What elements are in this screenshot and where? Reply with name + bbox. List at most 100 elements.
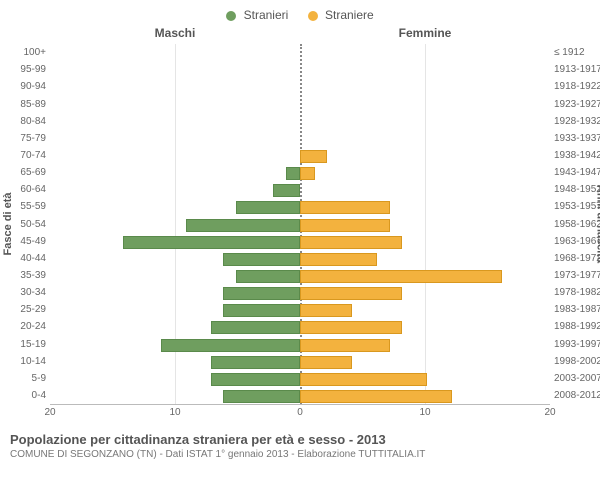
age-label: 50-54 (0, 218, 50, 231)
cohort-label: 1973-1977 (550, 269, 600, 282)
plot-area: Fasce di età Anni di nascita 100+≤ 19129… (50, 44, 550, 405)
pyramid-chart: Maschi Femmine Fasce di età Anni di nasc… (50, 26, 550, 426)
cohort-label: 1913-1917 (550, 63, 600, 76)
age-label: 30-34 (0, 286, 50, 299)
age-row: 80-841928-1932 (50, 115, 550, 128)
age-label: 15-19 (0, 338, 50, 351)
age-label: 90-94 (0, 80, 50, 93)
bar-female (300, 304, 352, 317)
cohort-label: 1963-1967 (550, 235, 600, 248)
legend-female: Straniere (308, 8, 374, 22)
cohort-label: 1988-1992 (550, 320, 600, 333)
age-label: 100+ (0, 46, 50, 59)
age-label: 85-89 (0, 98, 50, 111)
age-row: 60-641948-1952 (50, 183, 550, 196)
bar-male (223, 253, 300, 266)
age-row: 25-291983-1987 (50, 303, 550, 316)
x-tick: 0 (297, 407, 303, 418)
cohort-label: 1958-1962 (550, 218, 600, 231)
footer: Popolazione per cittadinanza straniera p… (10, 432, 590, 460)
age-row: 90-941918-1922 (50, 80, 550, 93)
age-label: 60-64 (0, 183, 50, 196)
x-tick: 20 (44, 407, 55, 418)
legend-male-swatch (226, 11, 236, 21)
age-label: 45-49 (0, 235, 50, 248)
age-label: 70-74 (0, 149, 50, 162)
bar-female (300, 339, 390, 352)
age-label: 65-69 (0, 166, 50, 179)
bar-female (300, 167, 315, 180)
age-row: 30-341978-1982 (50, 286, 550, 299)
chart-subtitle: COMUNE DI SEGONZANO (TN) - Dati ISTAT 1°… (10, 449, 590, 460)
column-headers: Maschi Femmine (50, 26, 550, 44)
age-row: 65-691943-1947 (50, 166, 550, 179)
bar-female (300, 270, 502, 283)
cohort-label: 2003-2007 (550, 372, 600, 385)
age-label: 0-4 (0, 389, 50, 402)
age-row: 70-741938-1942 (50, 149, 550, 162)
cohort-label: 1928-1932 (550, 115, 600, 128)
age-row: 55-591953-1957 (50, 200, 550, 213)
cohort-label: 1968-1972 (550, 252, 600, 265)
age-row: 50-541958-1962 (50, 218, 550, 231)
age-row: 20-241988-1992 (50, 320, 550, 333)
bar-male (211, 321, 301, 334)
bar-male (123, 236, 300, 249)
cohort-label: 1948-1952 (550, 183, 600, 196)
legend: Stranieri Straniere (0, 0, 600, 22)
age-row: 40-441968-1972 (50, 252, 550, 265)
age-row: 100+≤ 1912 (50, 46, 550, 59)
age-row: 45-491963-1967 (50, 235, 550, 248)
bar-female (300, 373, 427, 386)
bar-male (223, 390, 300, 403)
bar-female (300, 150, 327, 163)
bar-male (211, 356, 301, 369)
age-row: 85-891923-1927 (50, 98, 550, 111)
bar-male (223, 287, 300, 300)
header-males: Maschi (50, 26, 300, 40)
cohort-label: 1983-1987 (550, 303, 600, 316)
age-row: 0-42008-2012 (50, 389, 550, 402)
age-label: 10-14 (0, 355, 50, 368)
bar-female (300, 321, 402, 334)
legend-female-swatch (308, 11, 318, 21)
cohort-label: ≤ 1912 (550, 46, 600, 59)
cohort-label: 1953-1957 (550, 200, 600, 213)
cohort-label: 1993-1997 (550, 338, 600, 351)
bar-female (300, 390, 452, 403)
bar-male (186, 219, 301, 232)
age-label: 75-79 (0, 132, 50, 145)
age-label: 55-59 (0, 200, 50, 213)
age-label: 40-44 (0, 252, 50, 265)
x-axis: 201001020 (50, 405, 550, 421)
age-row: 15-191993-1997 (50, 338, 550, 351)
cohort-label: 1998-2002 (550, 355, 600, 368)
cohort-label: 1933-1937 (550, 132, 600, 145)
cohort-label: 1943-1947 (550, 166, 600, 179)
cohort-label: 1978-1982 (550, 286, 600, 299)
x-tick: 10 (419, 407, 430, 418)
x-tick: 20 (544, 407, 555, 418)
age-label: 80-84 (0, 115, 50, 128)
bar-male (273, 184, 300, 197)
age-label: 5-9 (0, 372, 50, 385)
cohort-label: 2008-2012 (550, 389, 600, 402)
bar-male (223, 304, 300, 317)
chart-title: Popolazione per cittadinanza straniera p… (10, 432, 590, 447)
bar-male (236, 201, 301, 214)
legend-male: Stranieri (226, 8, 288, 22)
cohort-label: 1938-1942 (550, 149, 600, 162)
legend-male-label: Stranieri (244, 8, 289, 22)
bar-female (300, 201, 390, 214)
bar-male (161, 339, 301, 352)
header-females: Femmine (300, 26, 550, 40)
age-row: 35-391973-1977 (50, 269, 550, 282)
age-row: 75-791933-1937 (50, 132, 550, 145)
age-row: 95-991913-1917 (50, 63, 550, 76)
age-label: 35-39 (0, 269, 50, 282)
bar-female (300, 253, 377, 266)
bar-male (236, 270, 301, 283)
age-row: 5-92003-2007 (50, 372, 550, 385)
bar-female (300, 287, 402, 300)
bar-female (300, 236, 402, 249)
